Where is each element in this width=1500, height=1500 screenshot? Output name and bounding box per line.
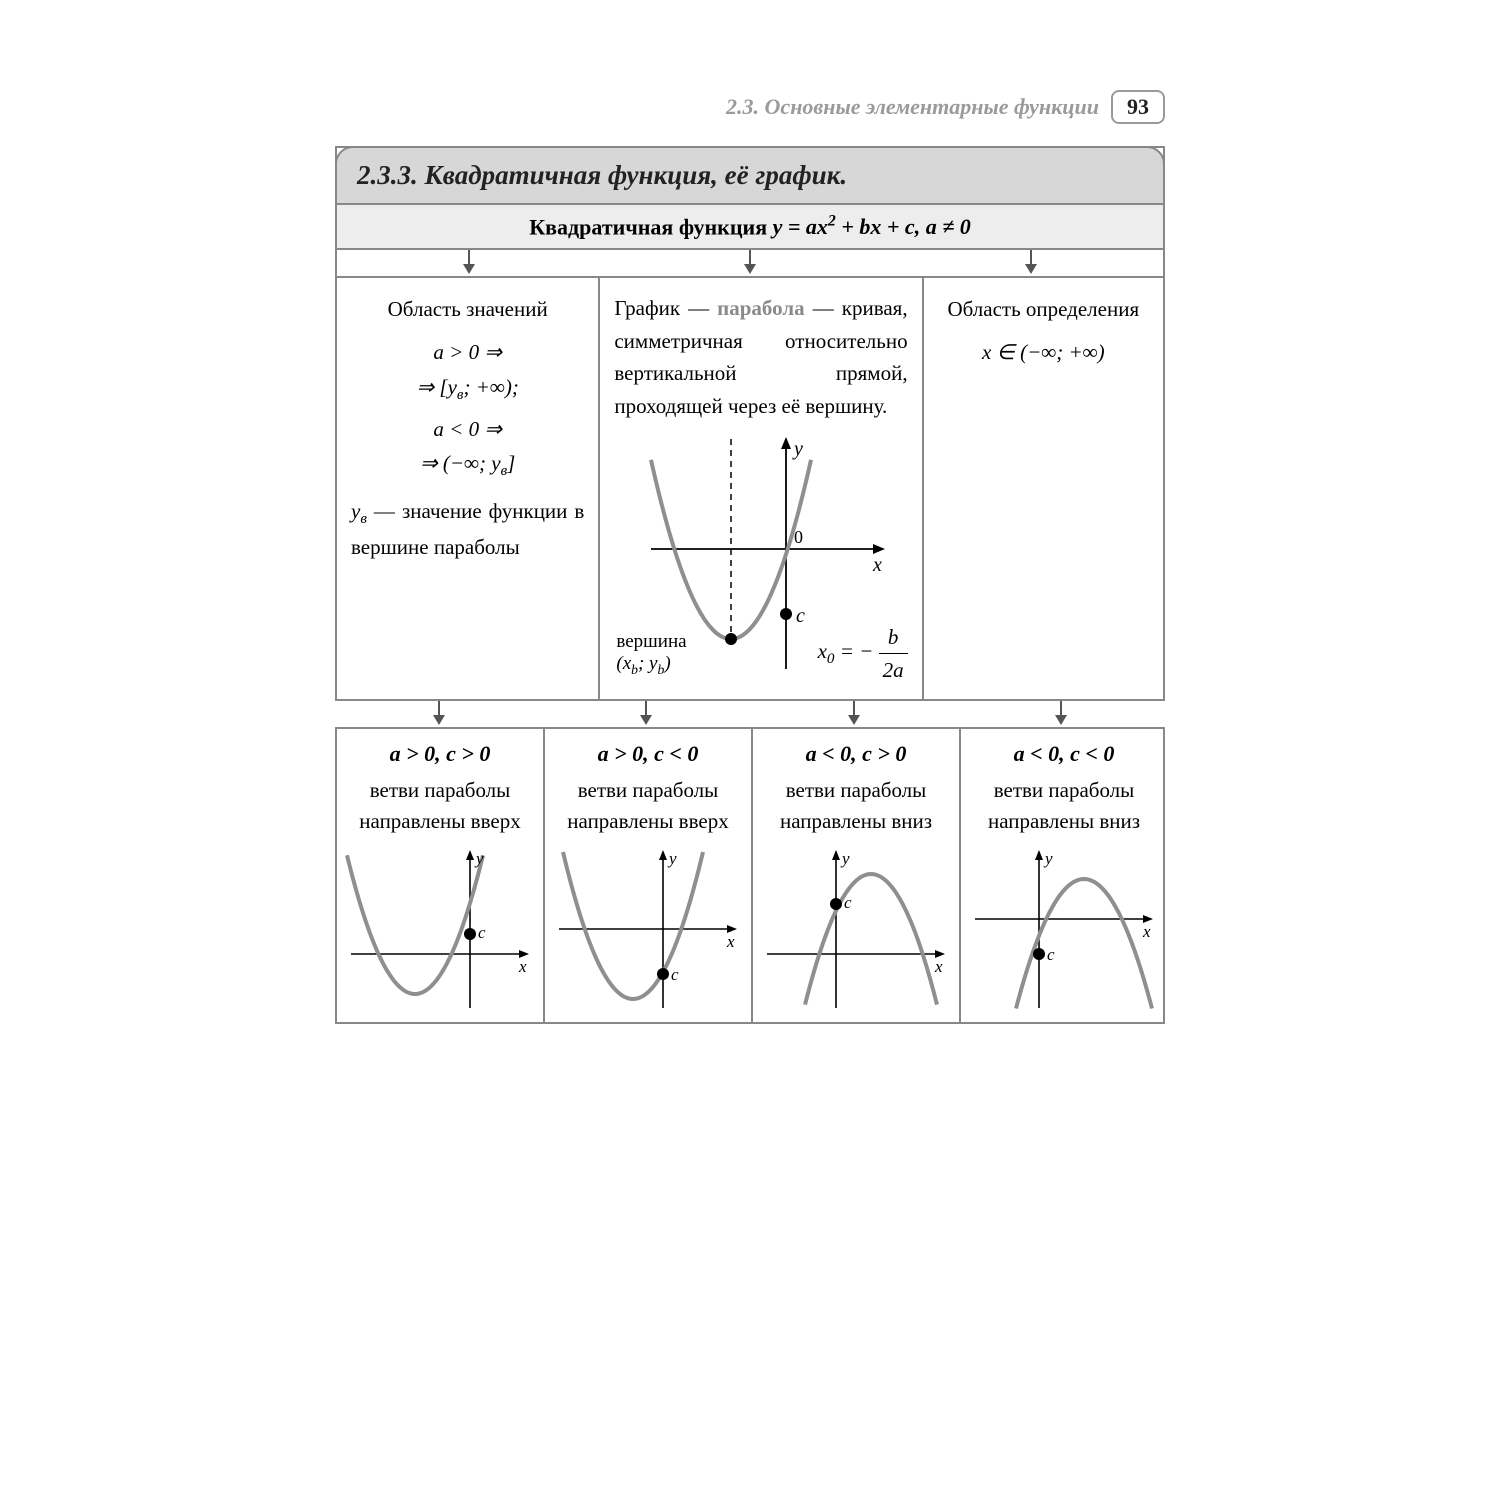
vertex-label: вершина(xb; yb) xyxy=(616,631,686,679)
page-header: 2.3. Основные элементарные функции 93 xyxy=(335,90,1165,124)
svg-text:x: x xyxy=(726,932,735,951)
cases-box: a > 0, c > 0 ветви параболы направлены вв… xyxy=(335,727,1165,1024)
arrow-stem xyxy=(749,250,751,264)
svg-text:0: 0 xyxy=(794,527,803,547)
def-formula: y = ax2 + bx + c, a ≠ 0 xyxy=(773,214,971,239)
svg-text:x: x xyxy=(518,957,527,976)
case-text: ветви параболы направлены вверх xyxy=(553,775,743,838)
case-cell-3: a < 0, c > 0 ветви параболы направлены вн… xyxy=(753,729,961,1022)
svg-text:y: y xyxy=(840,849,850,868)
parabola-term: парабола xyxy=(717,296,805,320)
svg-text:y: y xyxy=(1043,849,1053,868)
arrow-band-top xyxy=(337,250,1163,276)
svg-text:c: c xyxy=(844,893,852,912)
svg-text:y: y xyxy=(667,849,677,868)
case-parabola-chart: y x c xyxy=(553,844,743,1014)
main-box: 2.3.3. Квадратичная функция, её график. … xyxy=(335,146,1165,701)
chapter-label: 2.3. Основные элементарные функции xyxy=(726,94,1099,120)
case-cell-2: a > 0, c < 0 ветви параболы направлены вв… xyxy=(545,729,753,1022)
arrow-down-icon xyxy=(433,715,445,725)
case-cell-1: a > 0, c > 0 ветви параболы направлены вв… xyxy=(337,729,545,1022)
range-footnote: yв — значение функции в вершине параболы xyxy=(351,495,584,564)
section-title-bar: 2.3.3. Квадратичная функция, её график. xyxy=(335,146,1165,205)
svg-text:c: c xyxy=(1047,945,1055,964)
main-parabola-diagram: y x 0 c вершина(xb; yb) x0 = − b2a xyxy=(614,429,907,689)
arrow-down-icon xyxy=(640,715,652,725)
range-a-pos-2: ⇒ [yв; +∞); xyxy=(351,370,584,408)
case-parabola-chart: y x c xyxy=(345,844,535,1014)
svg-text:y: y xyxy=(474,849,484,868)
range-a-neg-2: ⇒ (−∞; yв] xyxy=(351,446,584,484)
def-prefix: Квадратичная функция xyxy=(529,214,772,239)
case-parabola-chart: y x c xyxy=(761,844,951,1014)
four-cases-row: a > 0, c > 0 ветви параболы направлены вв… xyxy=(337,729,1163,1022)
svg-text:x: x xyxy=(1142,922,1151,941)
arrow-stem xyxy=(645,701,647,715)
page-number: 93 xyxy=(1111,90,1165,124)
case-text: ветви параболы направлены вниз xyxy=(969,775,1159,838)
svg-text:c: c xyxy=(796,605,805,627)
case-condition: a < 0, c > 0 xyxy=(761,741,951,767)
arrow-band-bottom xyxy=(335,701,1165,727)
section-title: 2.3.3. Квадратичная функция, её график. xyxy=(357,160,847,190)
graph-text-1: График — xyxy=(614,296,717,320)
x0-formula: x0 = − b2a xyxy=(818,621,908,687)
range-a-pos-1: a > 0 ⇒ xyxy=(351,335,584,370)
arrow-down-icon xyxy=(744,264,756,274)
case-condition: a > 0, c < 0 xyxy=(553,741,743,767)
arrow-down-icon xyxy=(1025,264,1037,274)
svg-text:c: c xyxy=(478,923,486,942)
case-text: ветви параболы направлены вверх xyxy=(345,775,535,838)
domain-range: x ∈ (−∞; +∞) xyxy=(938,335,1149,370)
arrow-down-icon xyxy=(1055,715,1067,725)
textbook-page: 2.3. Основные элементарные функции 93 2.… xyxy=(275,60,1225,1054)
arrow-stem xyxy=(438,701,440,715)
range-heading: Область значений xyxy=(351,292,584,327)
svg-text:y: y xyxy=(792,438,803,460)
svg-text:x: x xyxy=(934,957,943,976)
svg-text:c: c xyxy=(671,965,679,984)
arrow-down-icon xyxy=(848,715,860,725)
svg-text:x: x xyxy=(872,554,882,576)
case-condition: a > 0, c > 0 xyxy=(345,741,535,767)
range-a-neg-1: a < 0 ⇒ xyxy=(351,412,584,447)
graph-description-cell: График — парабола — кривая, симметричная… xyxy=(600,278,923,698)
case-text: ветви параболы направлены вниз xyxy=(761,775,951,838)
arrow-stem xyxy=(1030,250,1032,264)
arrow-stem xyxy=(853,701,855,715)
arrow-stem xyxy=(468,250,470,264)
arrow-stem xyxy=(1060,701,1062,715)
case-cell-4: a < 0, c < 0 ветви параболы направлены вн… xyxy=(961,729,1167,1022)
range-values-cell: Область значений a > 0 ⇒ ⇒ [yв; +∞); a <… xyxy=(337,278,600,698)
definition-bar: Квадратичная функция y = ax2 + bx + c, a… xyxy=(337,205,1163,250)
domain-heading: Область определения xyxy=(938,292,1149,327)
case-condition: a < 0, c < 0 xyxy=(969,741,1159,767)
arrow-down-icon xyxy=(463,264,475,274)
domain-cell: Область определения x ∈ (−∞; +∞) xyxy=(924,278,1163,698)
three-column-row: Область значений a > 0 ⇒ ⇒ [yв; +∞); a <… xyxy=(337,276,1163,698)
case-parabola-chart: y x c xyxy=(969,844,1159,1014)
